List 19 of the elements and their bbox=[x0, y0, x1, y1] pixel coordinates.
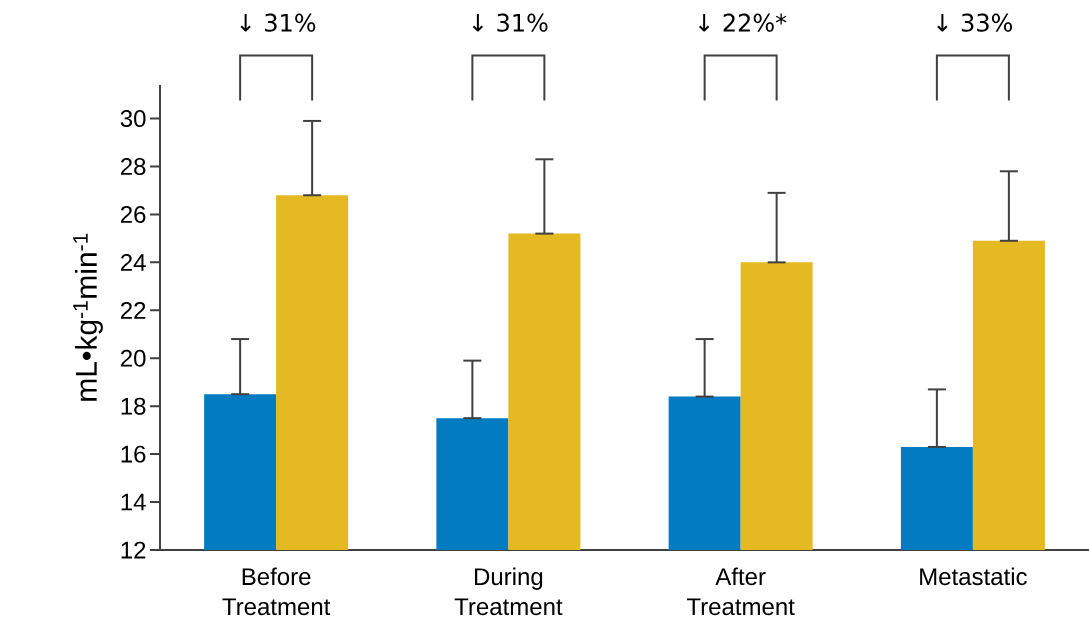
y-tick-label: 30 bbox=[120, 110, 146, 128]
y-tick-label: 26 bbox=[120, 205, 146, 223]
y-tick-label: 12 bbox=[121, 541, 146, 559]
x-tick-label: After Treatment bbox=[686, 567, 795, 616]
x-tick-label: During Treatment bbox=[454, 567, 563, 616]
x-tick-label: Before Treatment bbox=[222, 567, 331, 616]
x-tick-label: Metastatic bbox=[920, 567, 1027, 586]
y-tick-label: 20 bbox=[120, 349, 146, 367]
y-tick-label: 28 bbox=[120, 158, 146, 175]
y-tick-label: 16 bbox=[121, 445, 146, 463]
y-tick-label: 24 bbox=[120, 254, 146, 271]
text: ↓ 22%* bbox=[699, 13, 787, 32]
text: ↓ 31% bbox=[472, 13, 548, 32]
y-tick-label: 18 bbox=[121, 397, 146, 415]
y-tick-label: 22 bbox=[120, 301, 146, 319]
text: ↓ 31% bbox=[240, 13, 316, 32]
y-tick-label: 14 bbox=[121, 493, 146, 511]
y-axis-title: mL•kg$^{-1}$min$^{-1}$ bbox=[73, 233, 103, 401]
text: ↓ 33% bbox=[937, 13, 1013, 32]
